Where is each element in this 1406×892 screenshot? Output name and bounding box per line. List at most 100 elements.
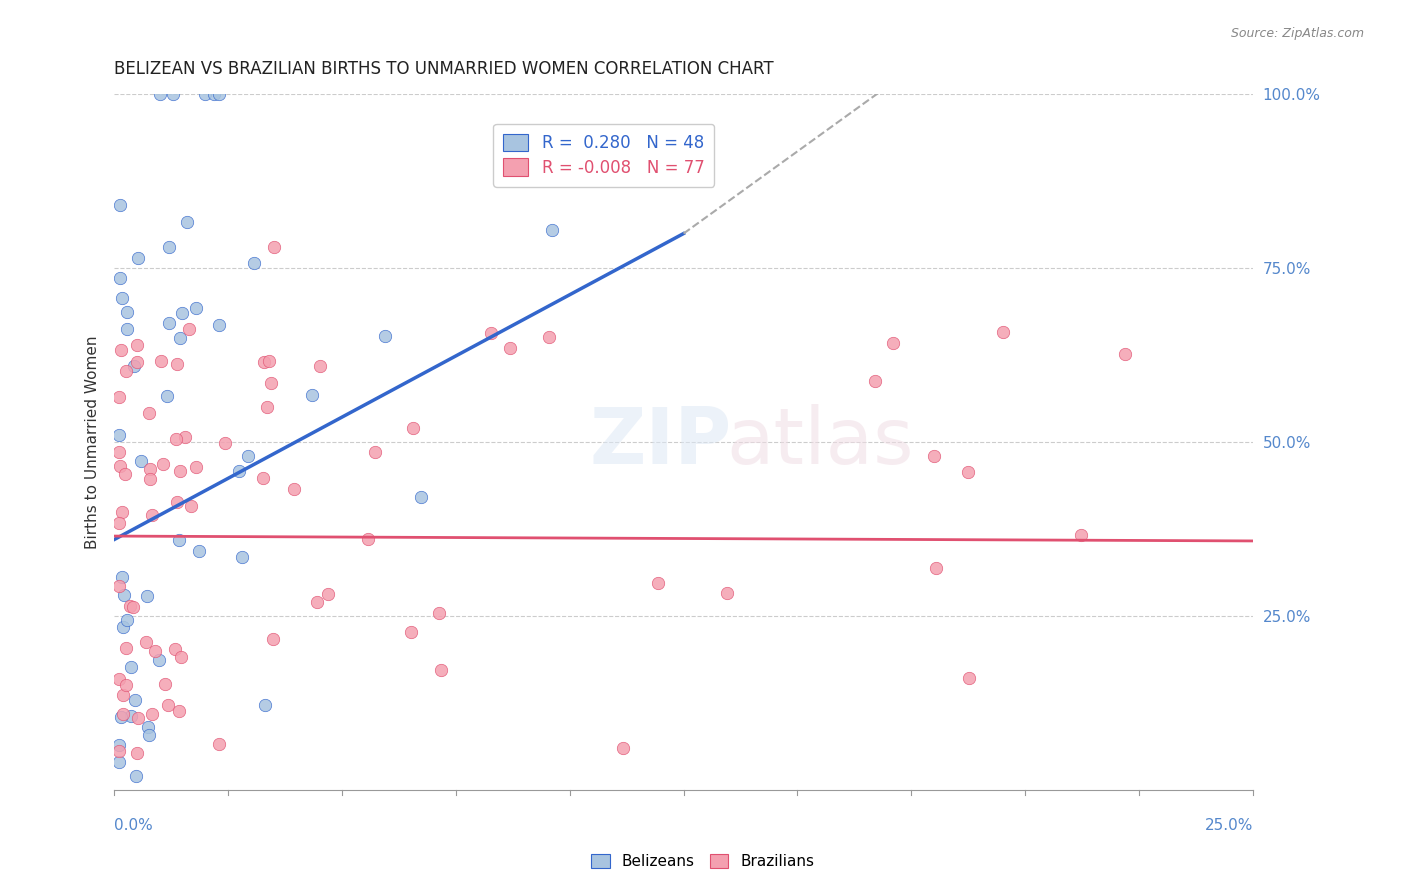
Point [253, 355, 276, 369]
Point [170, 649, 193, 664]
Point [110, 343, 132, 357]
Point [194, 87, 217, 102]
Point [157, 698, 180, 713]
Point [157, 240, 180, 254]
Legend: R =  0.280   N = 48, R = -0.008   N = 77: R = 0.280 N = 48, R = -0.008 N = 77 [494, 124, 714, 186]
Point [107, 755, 129, 769]
Point [136, 720, 159, 734]
Point [357, 533, 380, 547]
Point [243, 256, 266, 270]
Point [107, 428, 129, 442]
Point [107, 738, 129, 752]
Point [307, 595, 329, 609]
Point [184, 460, 207, 475]
Point [177, 322, 200, 336]
Point [318, 587, 340, 601]
Point [429, 663, 451, 677]
Point [427, 606, 450, 620]
Point [157, 316, 180, 330]
Point [141, 707, 163, 722]
Point [110, 291, 132, 305]
Point [114, 678, 136, 692]
Point [173, 430, 195, 444]
Point [1070, 528, 1092, 542]
Point [169, 533, 191, 547]
Text: 25.0%: 25.0% [1205, 818, 1253, 833]
Point [125, 746, 148, 760]
Point [169, 704, 191, 718]
Point [135, 635, 157, 649]
Point [537, 330, 560, 344]
Point [107, 445, 129, 459]
Point [107, 579, 129, 593]
Point [411, 490, 433, 504]
Point [207, 738, 229, 752]
Point [202, 87, 225, 102]
Point [374, 328, 396, 343]
Point [152, 458, 174, 472]
Point [188, 544, 211, 558]
Point [107, 516, 129, 530]
Point [169, 463, 191, 477]
Point [120, 709, 142, 723]
Point [124, 359, 146, 373]
Point [110, 270, 132, 285]
Text: 0.0%: 0.0% [114, 818, 153, 833]
Point [107, 390, 129, 404]
Point [169, 331, 191, 345]
Point [129, 453, 152, 467]
Point [402, 421, 425, 435]
Point [184, 301, 207, 315]
Point [125, 355, 148, 369]
Point [149, 87, 172, 102]
Text: Source: ZipAtlas.com: Source: ZipAtlas.com [1230, 27, 1364, 40]
Point [481, 326, 503, 340]
Point [253, 698, 276, 712]
Point [716, 586, 738, 600]
Point [647, 575, 669, 590]
Point [127, 251, 149, 265]
Point [124, 693, 146, 707]
Point [262, 632, 284, 646]
Text: atlas: atlas [727, 404, 914, 480]
Point [863, 375, 886, 389]
Point [125, 769, 148, 783]
Point [136, 589, 159, 603]
Point [925, 560, 948, 574]
Point [139, 472, 162, 486]
Point [214, 436, 236, 450]
Point [208, 87, 231, 102]
Point [139, 462, 162, 476]
Point [145, 644, 167, 658]
Point [141, 508, 163, 522]
Point [540, 223, 562, 237]
Point [180, 499, 202, 513]
Point [166, 495, 188, 509]
Point [957, 466, 980, 480]
Text: BELIZEAN VS BRAZILIAN BIRTHS TO UNMARRIED WOMEN CORRELATION CHART: BELIZEAN VS BRAZILIAN BIRTHS TO UNMARRIE… [114, 60, 773, 78]
Point [111, 688, 134, 702]
Point [111, 620, 134, 634]
Point [111, 505, 134, 519]
Point [283, 483, 305, 497]
Point [149, 353, 172, 368]
Point [309, 359, 332, 374]
Point [162, 87, 184, 102]
Point [1114, 347, 1136, 361]
Point [399, 625, 422, 640]
Point [259, 354, 281, 368]
Point [148, 653, 170, 667]
Point [172, 305, 194, 319]
Point [163, 642, 186, 657]
Point [256, 400, 278, 414]
Point [112, 588, 135, 602]
Point [156, 389, 179, 403]
Point [231, 550, 253, 565]
Point [127, 337, 149, 351]
Point [882, 336, 904, 351]
Point [122, 599, 145, 614]
Point [111, 707, 134, 722]
Y-axis label: Births to Unmarried Women: Births to Unmarried Women [86, 335, 100, 549]
Point [115, 304, 138, 318]
Point [153, 677, 176, 691]
